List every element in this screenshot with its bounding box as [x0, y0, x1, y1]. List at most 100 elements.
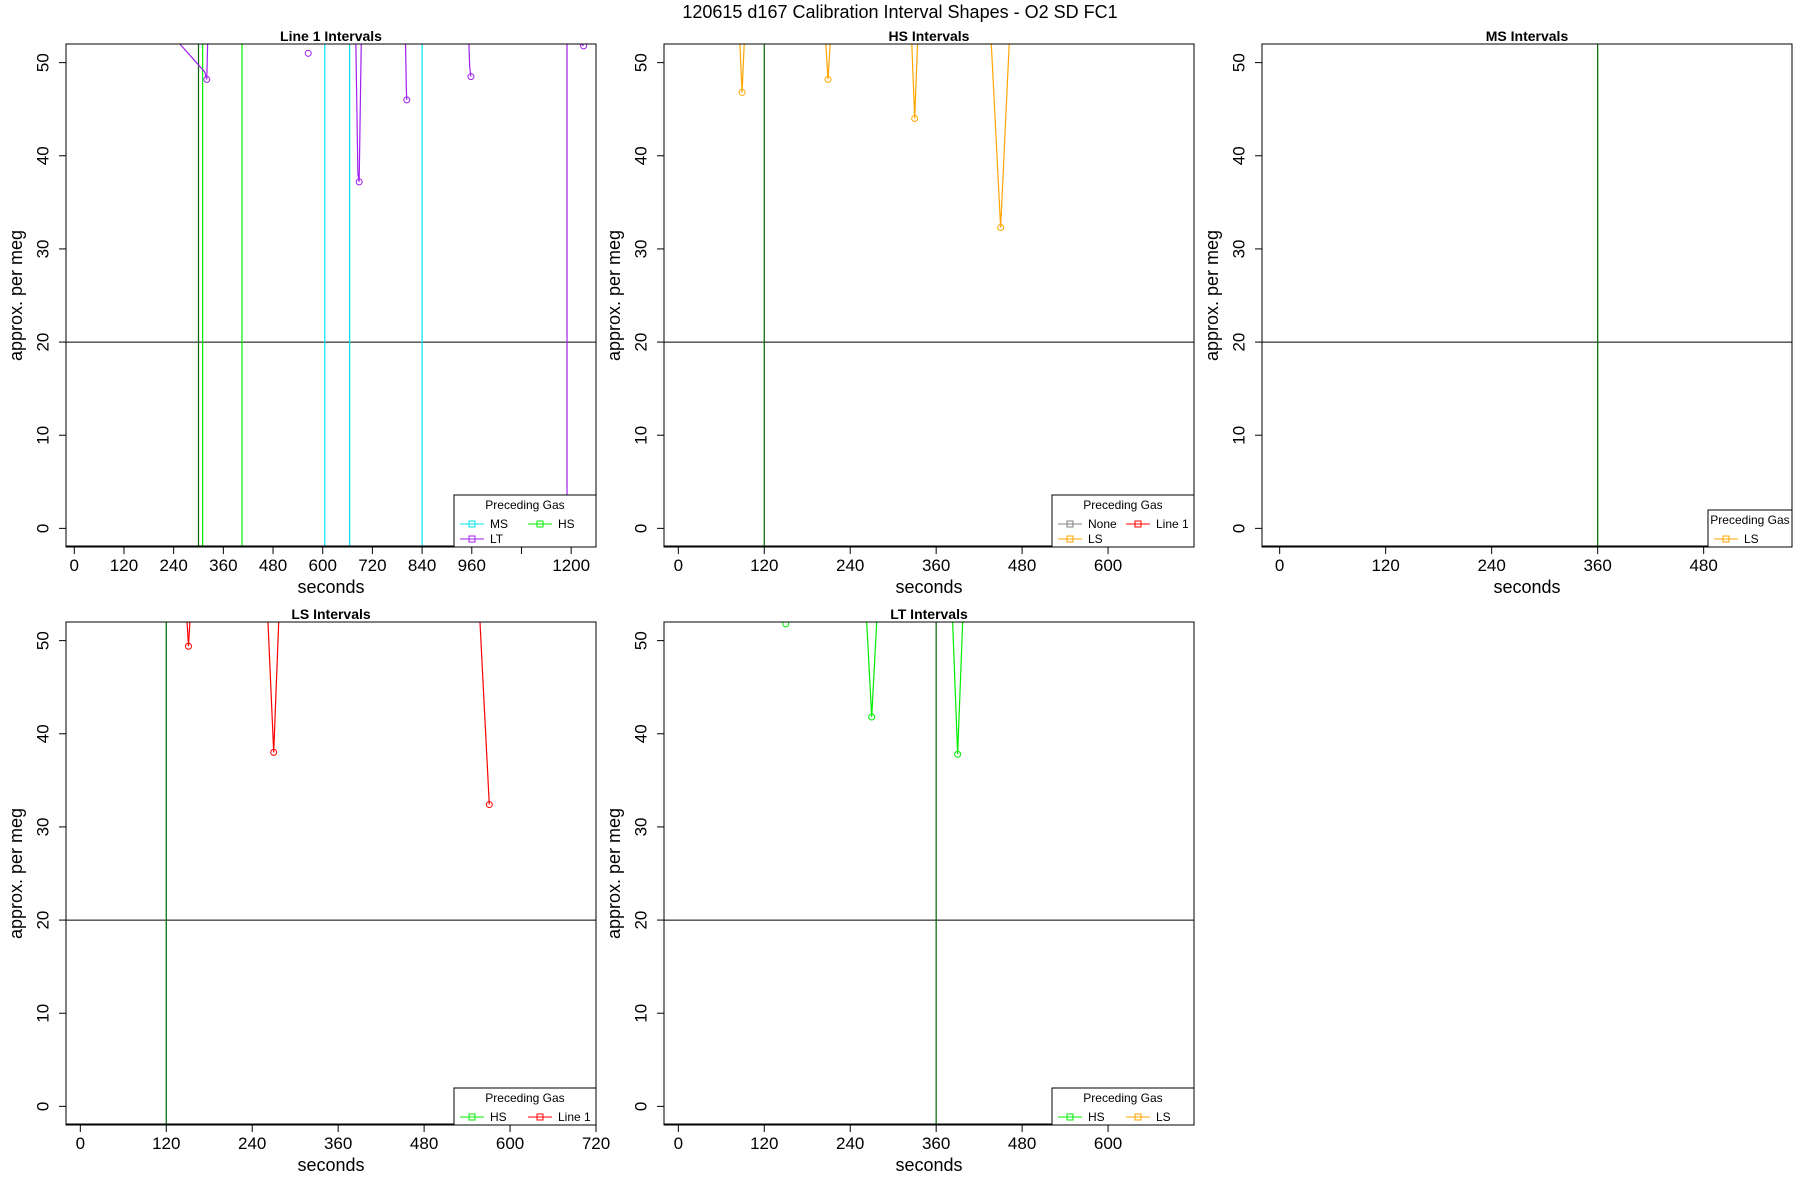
series-point: [203, 75, 211, 83]
y-tick-label: 20: [631, 911, 650, 930]
series-line: [468, 44, 472, 77]
legend-entry-label: LS: [1088, 532, 1103, 546]
x-tick-label: 120: [152, 1134, 180, 1153]
x-tick-label: 0: [1275, 556, 1284, 575]
x-tick-label: 480: [1689, 556, 1717, 575]
y-axis-label: approx. per meg: [6, 808, 26, 939]
x-tick-label: 480: [259, 556, 287, 575]
x-tick-label: 600: [309, 556, 337, 575]
y-tick-label: 20: [631, 333, 650, 352]
x-axis-label: seconds: [297, 577, 364, 597]
y-tick-label: 50: [631, 631, 650, 650]
x-tick-label: 0: [674, 556, 683, 575]
x-tick-label: 480: [410, 1134, 438, 1153]
panel-title: Line 1 Intervals: [280, 28, 382, 44]
legend-swatch-marker: [468, 520, 476, 528]
plot-frame: [663, 621, 1195, 1126]
x-tick-label: 0: [70, 556, 79, 575]
y-tick-label: 10: [1229, 426, 1248, 445]
legend: Preceding Gas HS LS: [1051, 1087, 1195, 1126]
x-tick-label: 360: [922, 556, 950, 575]
legend-swatch-marker: [1066, 520, 1074, 528]
plot-frame: [65, 43, 597, 548]
y-tick-label: 40: [33, 724, 52, 743]
legend-entry-label: LS: [1156, 1110, 1171, 1124]
legend-entry-label: HS: [490, 1110, 507, 1124]
series-point: [403, 96, 411, 104]
panel-2: HS Intervals 0 120 240 360 480 600 0 10 20 30 40 50 s…: [604, 28, 1195, 597]
y-tick-label: 40: [631, 724, 650, 743]
y-tick-label: 40: [631, 146, 650, 165]
series-line: [866, 622, 878, 718]
legend-box: [1707, 509, 1793, 548]
x-axis-label: seconds: [895, 1155, 962, 1175]
legend: Preceding Gas None Line 1 LS: [1051, 494, 1195, 548]
panel-1: Line 1 Intervals 0 120 240 360 480 600 720 840 96…: [6, 28, 597, 597]
legend: Preceding Gas MS HS LT: [453, 494, 597, 548]
legend-title: Preceding Gas: [1083, 1091, 1162, 1105]
x-tick-label: 360: [324, 1134, 352, 1153]
series-line: [952, 622, 964, 755]
x-tick-label: 600: [1094, 1134, 1122, 1153]
plot-area: [664, 44, 1194, 547]
y-tick-label: 30: [631, 239, 650, 258]
panel-title: HS Intervals: [889, 28, 970, 44]
legend-swatch-marker: [1134, 520, 1142, 528]
y-tick-label: 30: [1229, 239, 1248, 258]
series-point: [184, 642, 192, 650]
x-axis-label: seconds: [1493, 577, 1560, 597]
series-point: [911, 115, 919, 123]
legend-box: [453, 494, 597, 548]
x-tick-label: 1200: [552, 556, 590, 575]
y-tick-label: 0: [33, 524, 52, 533]
x-tick-label: 360: [209, 556, 237, 575]
series-line: [990, 44, 1010, 228]
plot-area: [664, 622, 1194, 1125]
plot-frame: [1261, 43, 1793, 548]
legend-box: [1051, 494, 1195, 548]
plot-area: [66, 44, 596, 547]
series-line: [911, 44, 919, 119]
legend: Preceding Gas HS Line 1: [453, 1087, 597, 1126]
x-tick-label: 840: [408, 556, 436, 575]
x-tick-label: 240: [159, 556, 187, 575]
x-tick-label: 360: [1583, 556, 1611, 575]
series-line: [186, 622, 191, 647]
legend-swatch-marker: [536, 1113, 544, 1121]
legend: Preceding Gas LS: [1707, 509, 1793, 548]
series-line: [825, 44, 831, 80]
series-point: [824, 75, 832, 83]
y-tick-label: 0: [631, 1102, 650, 1111]
y-tick-label: 0: [1229, 524, 1248, 533]
plot-area: [1262, 44, 1792, 547]
series-point: [304, 49, 312, 57]
legend-title: Preceding Gas: [485, 1091, 564, 1105]
series-line: [479, 622, 490, 805]
x-tick-label: 120: [750, 556, 778, 575]
y-tick-label: 50: [33, 631, 52, 650]
y-axis-label: approx. per meg: [1202, 230, 1222, 361]
y-tick-label: 30: [33, 239, 52, 258]
legend-swatch-marker: [1134, 1113, 1142, 1121]
x-tick-label: 960: [458, 556, 486, 575]
y-tick-label: 30: [631, 817, 650, 836]
legend-entry-label: LS: [1744, 532, 1759, 546]
series-line: [179, 44, 209, 80]
y-tick-label: 50: [33, 53, 52, 72]
panel-4: LS Intervals 0 120 240 360 480 600 720 0 10 20 30 40…: [6, 606, 610, 1175]
x-tick-label: 0: [76, 1134, 85, 1153]
legend-swatch-marker: [1722, 535, 1730, 543]
x-tick-label: 240: [238, 1134, 266, 1153]
x-tick-label: 120: [110, 556, 138, 575]
plot-frame: [65, 621, 597, 1126]
series-line: [739, 44, 745, 93]
series-point: [782, 622, 790, 628]
series-line: [355, 44, 362, 182]
y-axis-label: approx. per meg: [604, 230, 624, 361]
series-point: [997, 224, 1005, 232]
y-tick-label: 10: [33, 426, 52, 445]
legend-box: [453, 1087, 597, 1126]
series-point: [738, 88, 746, 96]
y-axis-label: approx. per meg: [6, 230, 26, 361]
